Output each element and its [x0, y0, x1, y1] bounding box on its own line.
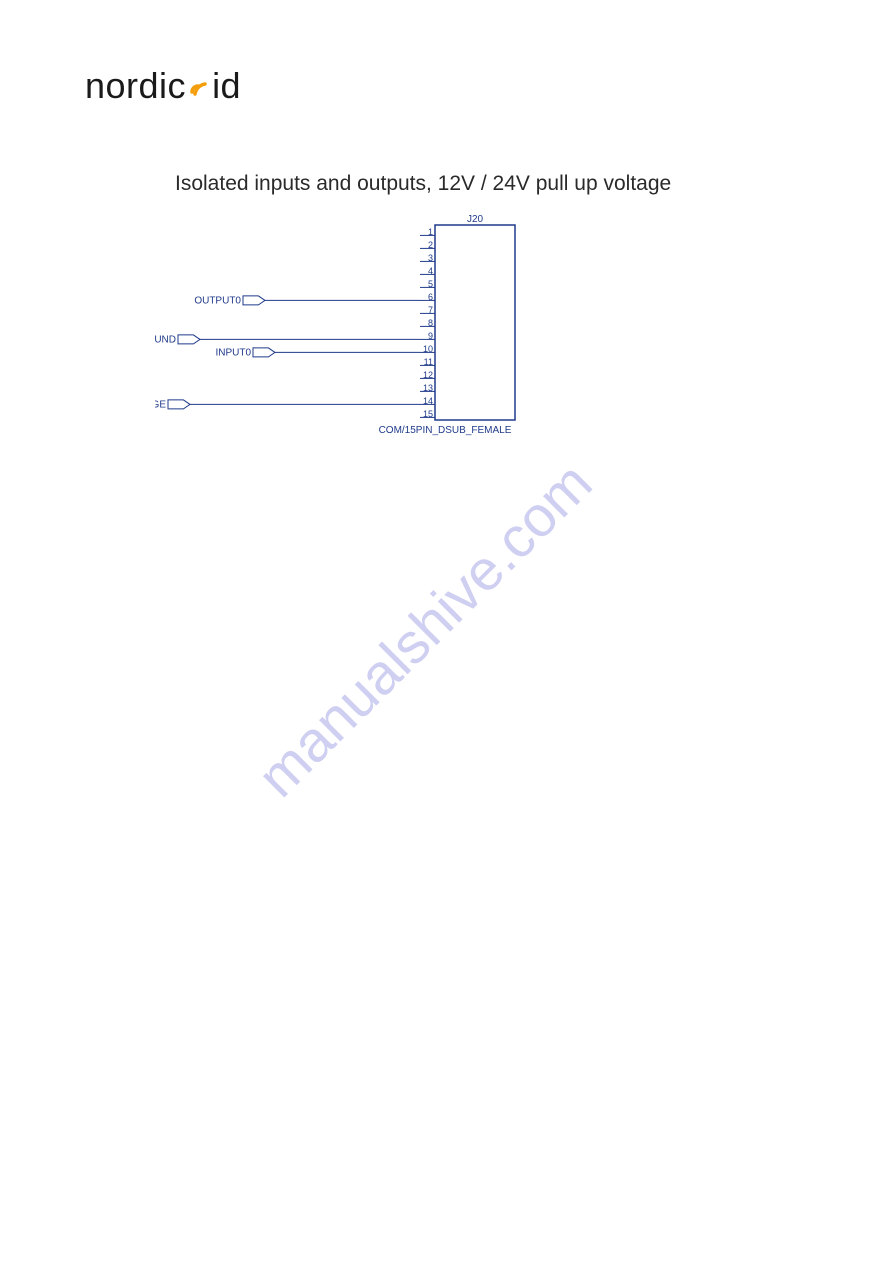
schematic-diagram: J20123456OUTPUT0789V-_ISOLATED_GROUND10I…	[155, 210, 575, 455]
logo-brand-1: nordic	[85, 65, 186, 107]
svg-text:14: 14	[423, 396, 433, 406]
svg-text:COM/15PIN_DSUB_FEMALE: COM/15PIN_DSUB_FEMALE	[379, 425, 512, 436]
svg-text:4: 4	[428, 266, 433, 276]
svg-text:10: 10	[423, 344, 433, 354]
logo: nordic id	[85, 65, 241, 107]
svg-text:V-_ISOLATED_GROUND: V-_ISOLATED_GROUND	[155, 334, 176, 345]
svg-text:12: 12	[423, 370, 433, 380]
svg-text:7: 7	[428, 305, 433, 315]
svg-text:11: 11	[424, 357, 433, 367]
svg-text:5: 5	[428, 279, 433, 289]
svg-text:INPUT0: INPUT0	[215, 347, 251, 358]
svg-text:15: 15	[423, 409, 433, 419]
watermark-text: manualshive.com	[245, 450, 605, 810]
svg-text:1: 1	[428, 227, 433, 237]
svg-text:8: 8	[428, 318, 433, 328]
svg-text:3: 3	[428, 253, 433, 263]
svg-text:13: 13	[423, 383, 433, 393]
logo-text: nordic id	[85, 65, 241, 107]
svg-text:9: 9	[428, 331, 433, 341]
svg-text:2: 2	[428, 240, 433, 250]
connector-schematic: J20123456OUTPUT0789V-_ISOLATED_GROUND10I…	[155, 210, 575, 450]
svg-text:OUTPUT0: OUTPUT0	[194, 295, 241, 306]
page-title: Isolated inputs and outputs, 12V / 24V p…	[175, 172, 671, 196]
svg-text:J20: J20	[467, 214, 484, 225]
svg-text:6: 6	[428, 292, 433, 302]
logo-brand-2: id	[212, 65, 241, 107]
signal-icon	[188, 65, 210, 107]
svg-text:V+_PULL_UP_VOLTAGE: V+_PULL_UP_VOLTAGE	[155, 399, 166, 410]
